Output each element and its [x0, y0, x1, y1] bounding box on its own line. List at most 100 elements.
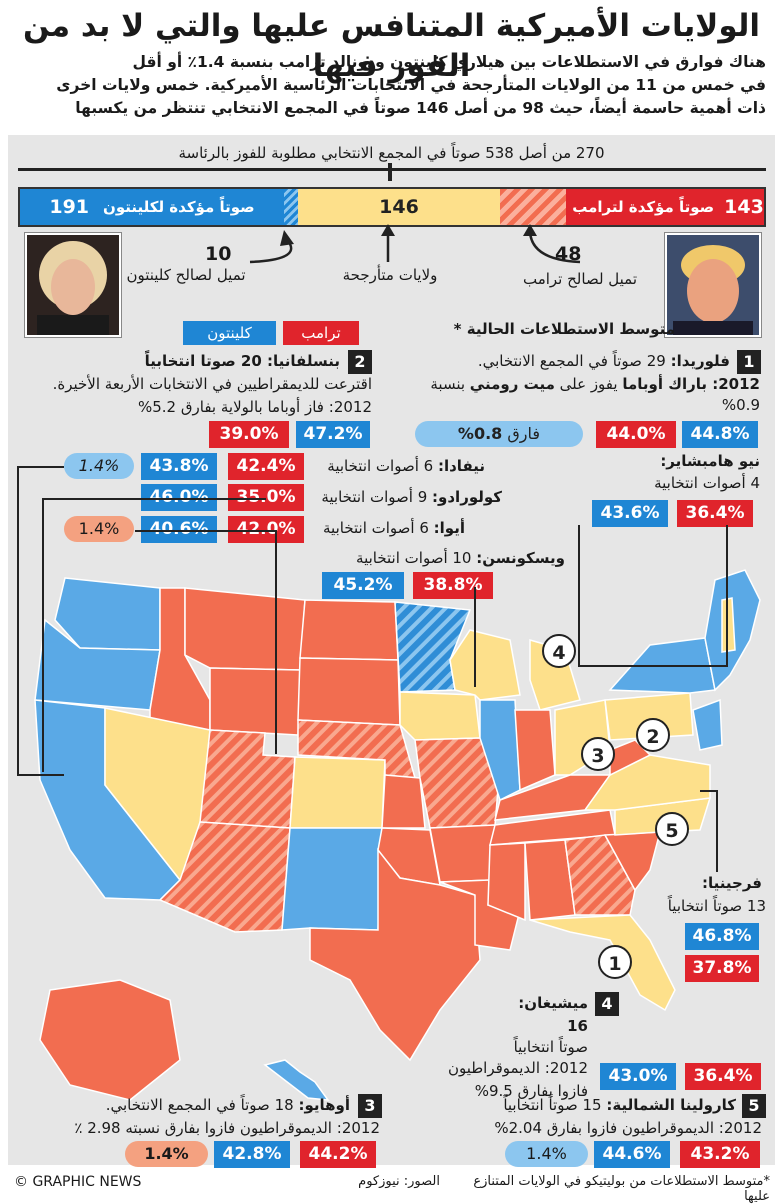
clinton-lean-value: 10 [205, 243, 232, 265]
map-marker-1: 1 [598, 945, 632, 979]
iowa-clinton: 40.6% [141, 516, 217, 543]
pennsylvania-line2: اقترعت للديمقراطيين في الانتخابات الأربع… [52, 375, 372, 393]
michigan-line3: 2012: الديموقراطيون [447, 1059, 588, 1077]
midpoint-tick [388, 163, 392, 181]
axis-line [18, 168, 766, 171]
iowa-name: أيوا: [433, 519, 465, 537]
ohio-votes: 18 صوتاً في المجمع الانتخابي. [105, 1096, 299, 1114]
page-title: الولايات الأميركية المتنافس عليها والتي … [22, 8, 761, 84]
northcarolina-trump: 43.2% [680, 1141, 760, 1168]
badge-ohio: 3 [358, 1094, 382, 1118]
southdakota-state [297, 657, 401, 726]
ohio-title: أوهايو: 18 صوتاً في المجمع الانتخابي. [20, 1095, 350, 1116]
northcarolina-line2: 2012: الديموقراطيون فازوا بفارق 2.04% [494, 1119, 762, 1137]
ohio-gap: 1.4% [125, 1141, 208, 1167]
pennsylvania-state [604, 692, 694, 741]
florida-state [529, 914, 676, 1012]
newhampshire-state [721, 597, 736, 653]
badge-michigan: 4 [595, 992, 619, 1016]
trump-safe-label: صوتاً مؤكدة لترامب [572, 198, 715, 216]
leader-newhampshire [578, 525, 728, 667]
iowa-label: أيوا: 6 أصوات انتخابية [310, 518, 465, 539]
leader-virginia [700, 790, 718, 872]
wisconsin-clinton: 45.2% [322, 572, 404, 599]
nevada-name: نيفادا: [437, 457, 485, 475]
clinton-portrait-icon [27, 235, 119, 335]
ohio-trump: 44.2% [300, 1141, 376, 1168]
pennsylvania-title: بنسلفانيا: 20 صوتا انتخابياً [20, 351, 340, 372]
trump-lean-value: 48 [555, 243, 582, 265]
michigan-clinton: 43.0% [600, 1063, 676, 1090]
florida-2012: 2012: [707, 375, 760, 393]
ohio-line2: 2012: الديموقراطيون فازوا بفارق نسبته 2.… [74, 1119, 380, 1137]
mississippi-state [487, 842, 526, 922]
virginia-trump: 37.8% [685, 955, 759, 982]
florida-title: فلوريدا: 29 صوتاً في المجمع الانتخابي. [400, 351, 730, 372]
pennsylvania-votes: 20 صوتا انتخابياً [144, 352, 268, 370]
midatlantic-states [692, 698, 723, 751]
newmexico-state [281, 827, 383, 931]
map-marker-4: 4 [542, 634, 576, 668]
florida-gap-label: فارق [507, 424, 541, 443]
florida-obama: باراك أوباما [622, 375, 708, 393]
legend-title: متوسط الاستطلاعات الحالية * [375, 320, 675, 338]
northcarolina-gap: 1.4% [505, 1141, 588, 1167]
footer-credit: الصور: نيوزكوم [358, 1174, 440, 1189]
michigan-votes2: صوتاً انتخابياً [513, 1038, 588, 1056]
iowa-state [399, 691, 481, 741]
texas-state [309, 847, 481, 1062]
newhampshire-trump: 36.4% [677, 500, 753, 527]
indiana-state [514, 709, 556, 792]
tossup-label: ولايات متأرجحة [342, 266, 438, 284]
legend-clinton: كلينتون [183, 321, 276, 345]
northcarolina-clinton: 44.6% [594, 1141, 670, 1168]
westvirginia-state [609, 739, 652, 777]
colorado-trump: 35.0% [228, 484, 304, 511]
badge-florida: 1 [737, 350, 761, 374]
bar-segment-clinton-lean [284, 189, 298, 225]
wisconsin-label: ويسكونسن: 10 أصوات انتخابية [300, 548, 565, 569]
florida-line2: 2012: باراك أوباما يفوز على ميت رومني بن… [390, 374, 760, 416]
map-marker-2: 2 [636, 718, 670, 752]
nevada-clinton: 43.8% [141, 453, 217, 480]
kansas-state [381, 774, 426, 829]
map-marker-3: 3 [581, 737, 615, 771]
bar-segment-tossup: 146 [298, 189, 500, 225]
florida-name: فلوريدا: [670, 352, 730, 370]
tossup-value: 146 [379, 196, 419, 218]
leader-nevada [17, 466, 64, 776]
clinton-safe-label: صوتاً مؤكدة لكلينتون [103, 198, 255, 216]
iowa-votes: 6 أصوات انتخابية [323, 519, 434, 537]
virginia-votes: 13 صوتاً انتخابياً [667, 897, 766, 915]
florida-trump: 44.0% [596, 421, 676, 448]
northcarolina-name: كارولينا الشمالية: [606, 1096, 736, 1114]
nevada-votes: 6 أصوات انتخابية [327, 457, 438, 475]
hawaii-state [263, 1059, 330, 1101]
ohio-clinton: 42.8% [214, 1141, 290, 1168]
trump-safe-value: 143 [724, 196, 764, 218]
northcarolina-title: كارولينا الشمالية: 15 صوتاً انتخابياً [400, 1095, 736, 1116]
trump-lean-label: تميل لصالح ترامب [522, 270, 638, 288]
badge-northcarolina: 5 [742, 1094, 766, 1118]
florida-margin: بنسبة 0.9% [430, 375, 760, 414]
bar-arrows [249, 224, 581, 264]
clinton-lean-label: تميل لصالح كلينتون [126, 266, 246, 284]
virginia-name: فرجينيا: [702, 874, 762, 892]
colorado-state [289, 756, 386, 829]
clinton-safe-value: 191 [49, 196, 90, 218]
subtitle-line-2: في خمس من 11 من الولايات المتأرجحة في ال… [56, 76, 766, 94]
trump-photo [665, 233, 761, 337]
trump-portrait-icon [667, 235, 759, 335]
leader-iowa [135, 530, 277, 754]
newhampshire-clinton: 43.6% [592, 500, 668, 527]
pennsylvania-line3: 2012: فاز أوباما بالولاية بفارق 5.2% [137, 398, 372, 416]
colorado-label: كولورادو: 9 أصوات انتخابية [310, 487, 502, 508]
arkansas-state [429, 824, 496, 883]
map-marker-5: 5 [655, 812, 689, 846]
pennsylvania-name: بنسلفانيا: [267, 352, 340, 370]
florida-romney: ميت رومني [469, 375, 555, 393]
needed-label: 270 من أصل 538 صوتاً في المجمع الانتخابي… [178, 144, 605, 162]
michigan-line4: فازوا بفارق 9.5% [474, 1082, 588, 1100]
bar-segment-trump-safe: صوتاً مؤكدة لترامب 143 [566, 189, 764, 225]
michigan-trump: 36.4% [685, 1063, 761, 1090]
